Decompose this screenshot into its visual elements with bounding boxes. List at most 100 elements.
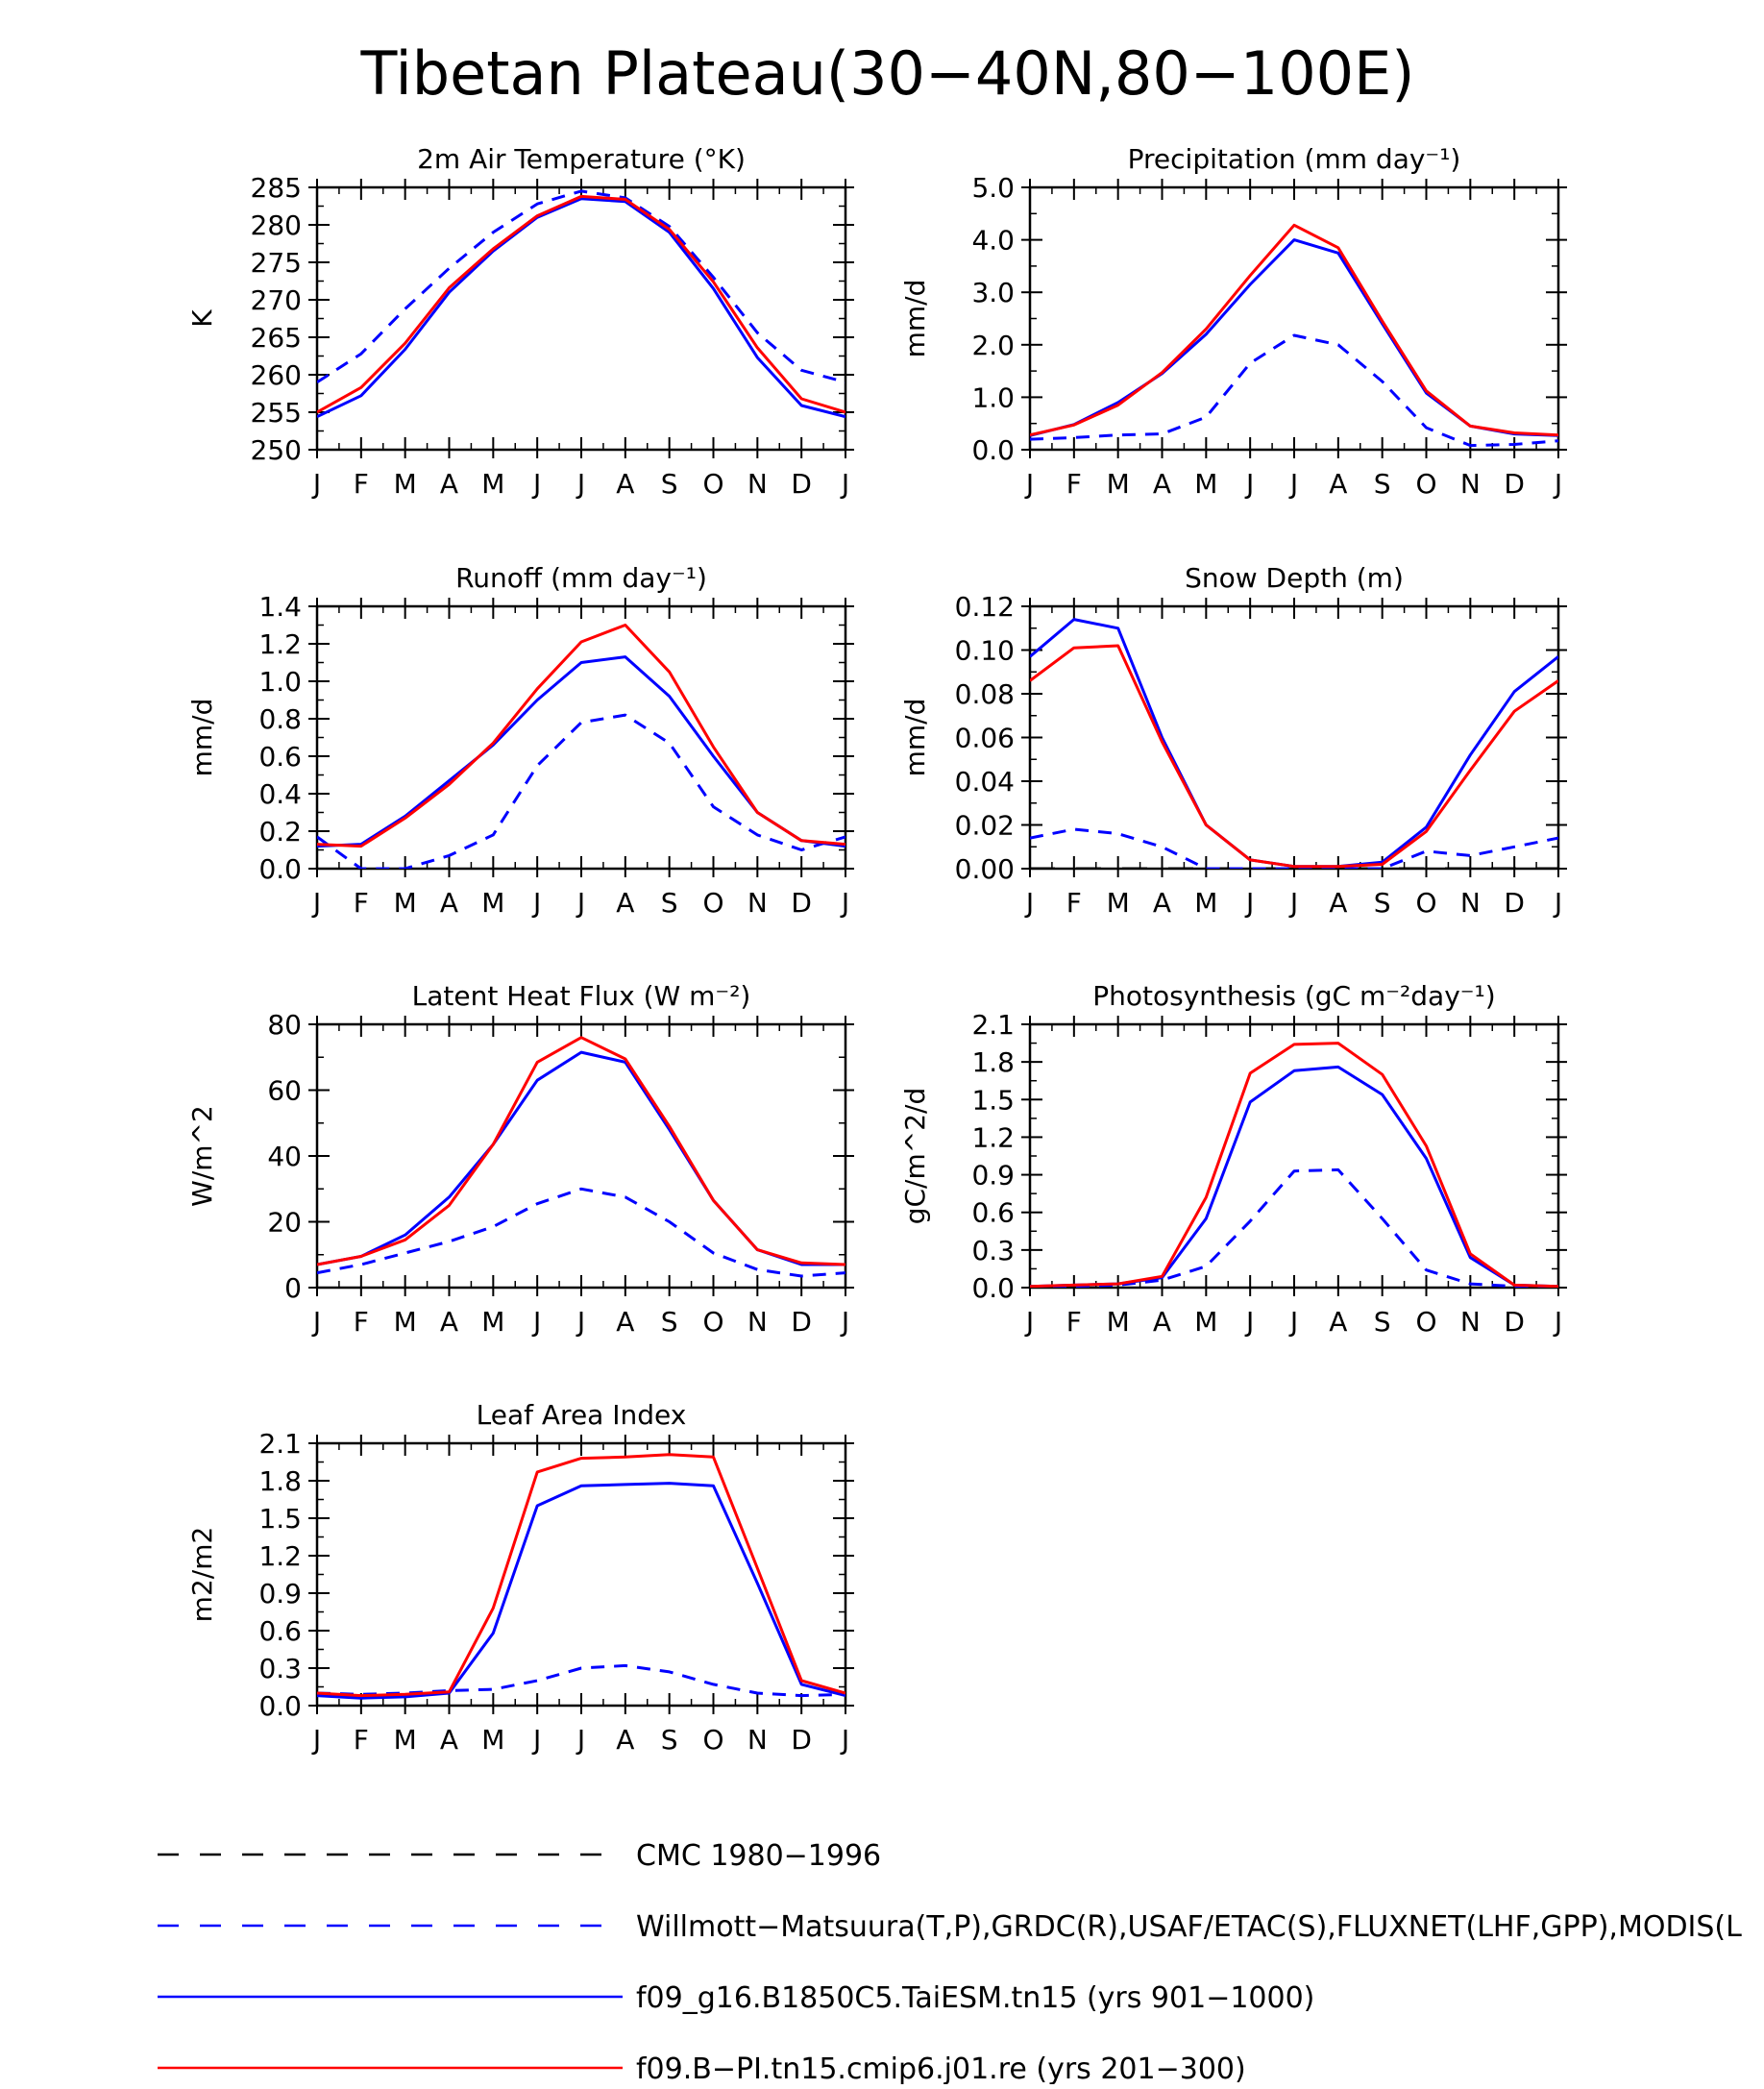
x-tick-label: M [481, 468, 504, 500]
legend-label-taiesm: f09_g16.B1850C5.TaiESM.tn15 (yrs 901−100… [636, 1981, 1314, 2015]
plot-frame [1028, 1022, 1560, 1290]
x-tick-label: O [1415, 887, 1436, 919]
x-tick-label: A [616, 1306, 634, 1338]
x-tick-label: D [791, 468, 812, 500]
y-tick-label: 275 [251, 247, 302, 279]
x-tick-label: N [747, 887, 768, 919]
x-tick-label: A [1329, 1306, 1347, 1338]
y-tick-label: 1.2 [258, 628, 302, 660]
x-tick-label: A [440, 1724, 458, 1756]
x-tick-label: J [1244, 468, 1254, 500]
x-tick-label: N [747, 1306, 768, 1338]
series-line-obs [1030, 333, 1558, 448]
y-axis-label: mm/d [899, 699, 931, 777]
x-tick-label: J [531, 1306, 541, 1338]
x-tick-label: M [1107, 1306, 1130, 1338]
x-tick-label: O [702, 1306, 723, 1338]
x-tick-label: J [311, 468, 321, 500]
y-tick-label: 0.3 [971, 1235, 1015, 1266]
y-tick-label: 1.5 [971, 1084, 1015, 1116]
y-tick-label: 0.9 [971, 1160, 1015, 1192]
x-tick-label: D [1504, 468, 1525, 500]
y-tick-label: 2.0 [971, 330, 1015, 361]
series-line-obs [317, 1663, 845, 1698]
y-tick-label: 270 [251, 284, 302, 316]
y-tick-label: 1.4 [258, 591, 302, 623]
x-tick-label: S [661, 1724, 678, 1756]
y-axis-label: W/m^2 [186, 1105, 218, 1207]
figure-title: Tibetan Plateau(30−40N,80−100E) [360, 38, 1415, 109]
y-tick-label: 60 [267, 1075, 302, 1107]
series-line-obs [317, 713, 845, 869]
x-tick-label: N [747, 468, 768, 500]
x-tick-label: J [840, 468, 849, 500]
x-tick-label: J [576, 1724, 585, 1756]
x-tick-label: S [661, 468, 678, 500]
chart-panel-7: J F M A M J J A S O N D J0.00.30.60.91.21.51.82.1Lea… [186, 1399, 854, 1756]
x-tick-label: J [1553, 887, 1562, 919]
x-tick-label: M [394, 468, 417, 500]
x-tick-label: M [1107, 887, 1130, 919]
y-tick-label: 0.6 [971, 1197, 1015, 1229]
series-line-taiesm [317, 1050, 845, 1266]
y-tick-label: 0.02 [955, 810, 1015, 842]
y-tick-label: 250 [251, 434, 302, 466]
x-tick-label: N [1460, 1306, 1481, 1338]
y-tick-label: 4.0 [971, 225, 1015, 257]
x-tick-label: F [1066, 887, 1082, 919]
x-tick-label: J [1288, 468, 1298, 500]
x-tick-label: A [1153, 468, 1171, 500]
series-line-cmip6 [1030, 1042, 1558, 1288]
y-tick-label: 265 [251, 322, 302, 354]
x-tick-label: D [1504, 887, 1525, 919]
y-tick-label: 2.1 [258, 1428, 302, 1460]
x-tick-label: D [791, 1306, 812, 1338]
y-tick-label: 0.9 [258, 1578, 302, 1610]
series-line-cmip6 [317, 624, 845, 848]
x-tick-label: D [791, 1724, 812, 1756]
y-tick-label: 255 [251, 397, 302, 429]
x-tick-label: J [1244, 887, 1254, 919]
chart-panel-6: J F M A M J J A S O N D J0.00.30.60.91.21.51.82.1Pho… [899, 980, 1567, 1338]
y-tick-label: 20 [267, 1207, 302, 1239]
chart-panel-3: J F M A M J J A S O N D J0.00.20.40.60.81.01.21.4Run… [186, 562, 854, 919]
panel-title: Leaf Area Index [477, 1399, 687, 1431]
series-line-taiesm [1030, 618, 1558, 869]
y-tick-label: 1.8 [258, 1465, 302, 1497]
x-tick-label: J [531, 887, 541, 919]
chart-panels: J F M A M J J A S O N D J2502552602652702752802852m … [186, 143, 1567, 1756]
x-tick-label: S [1374, 1306, 1391, 1338]
x-tick-label: M [394, 887, 417, 919]
y-axis-label: mm/d [899, 280, 931, 358]
series-line-cmip6 [317, 1036, 845, 1266]
series-line-taiesm [317, 197, 845, 419]
x-tick-label: J [311, 1724, 321, 1756]
x-tick-label: M [394, 1724, 417, 1756]
x-tick-label: M [1194, 468, 1217, 500]
y-axis-label: mm/d [186, 699, 218, 777]
x-tick-label: J [311, 1306, 321, 1338]
x-tick-label: F [354, 468, 369, 500]
y-tick-label: 0.00 [955, 853, 1015, 885]
y-tick-label: 80 [267, 1009, 302, 1041]
x-tick-label: A [616, 468, 634, 500]
panel-title: Photosynthesis (gC m⁻²day⁻¹) [1092, 980, 1495, 1012]
panel-title: Runoff (mm day⁻¹) [455, 562, 707, 594]
x-tick-label: M [481, 1306, 504, 1338]
plot-frame [315, 1441, 847, 1708]
y-tick-label: 3.0 [971, 277, 1015, 308]
x-tick-label: M [1194, 887, 1217, 919]
series-group [317, 624, 845, 869]
y-tick-label: 40 [267, 1141, 302, 1172]
series-line-cmip6 [317, 194, 845, 414]
y-tick-label: 1.8 [971, 1046, 1015, 1078]
panel-title: Latent Heat Flux (W m⁻²) [412, 980, 751, 1012]
series-line-cmip6 [317, 1453, 845, 1698]
legend-label-obs: Willmott−Matsuura(T,P),GRDC(R),USAF/ETAC… [636, 1910, 1742, 1944]
y-tick-label: 0.04 [955, 766, 1015, 798]
x-tick-label: F [354, 887, 369, 919]
x-tick-label: A [616, 1724, 634, 1756]
x-tick-label: M [394, 1306, 417, 1338]
x-tick-label: F [1066, 1306, 1082, 1338]
y-tick-label: 1.5 [258, 1503, 302, 1535]
